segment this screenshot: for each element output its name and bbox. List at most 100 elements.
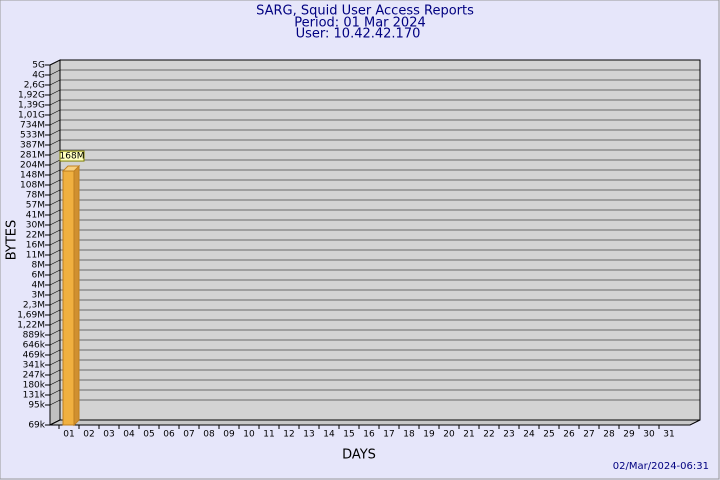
x-tick-label: 14 [323,430,335,440]
y-tick-label: 57M [26,201,45,211]
y-tick-label: 1,39G [18,101,45,111]
grid-line [49,369,61,376]
y-tick-label: 1,92G [18,91,45,101]
grid-line [49,229,61,236]
x-tick-label: 13 [303,430,314,440]
y-tick-label: 2,6G [24,81,45,91]
bar [62,170,75,426]
x-tick-label: 12 [283,430,294,440]
x-tick-label: 26 [563,430,575,440]
x-tick-label: 28 [603,430,615,440]
grid-line [49,99,61,106]
x-tick-label: 09 [223,430,235,440]
y-tick-label: 148M [20,171,45,181]
y-tick-label: 6M [32,271,46,281]
x-tick-label: 19 [423,430,435,440]
x-tick-label: 27 [583,430,594,440]
y-tick-label: 11M [26,251,45,261]
grid-line [49,219,61,226]
grid-line [49,309,61,316]
grid-line [49,269,61,276]
data-label-box [59,150,85,162]
x-tick-label: 05 [143,430,154,440]
grid-line [49,199,61,206]
y-tick-label: 734M [20,121,45,131]
bar-side [73,164,80,427]
y-tick-label: 204M [20,161,45,171]
grid-line [49,69,61,76]
y-tick-label: 95k [28,401,45,411]
y-tick-label: 2,3M [23,301,45,311]
y-tick-label: 533M [20,131,45,141]
y-tick-label: 180k [23,381,46,391]
x-tick-label: 25 [543,430,554,440]
y-tick-label: 30M [26,221,45,231]
chart-title: SARG, Squid User Access Reports [256,4,474,19]
grid-line [49,419,61,426]
x-tick-label: 02 [83,430,94,440]
grid-line [49,339,61,346]
grid-line [49,139,61,146]
x-tick-label: 31 [663,430,674,440]
y-tick-label: 16M [26,241,45,251]
y-axis-label: BYTES [5,220,20,261]
x-axis-label: DAYS [342,448,376,463]
y-tick-label: 5G [32,61,45,71]
grid-line [49,149,61,156]
x-tick-label: 22 [483,430,494,440]
x-tick-label: 03 [103,430,114,440]
y-tick-label: 1,69M [17,311,45,321]
y-tick-label: 22M [26,231,45,241]
grid-line [49,59,61,66]
y-tick-label: 41M [26,211,45,221]
grid-line [49,299,61,306]
y-tick-label: 69k [28,421,45,431]
x-tick-label: 11 [263,430,274,440]
grid-line [49,169,61,176]
x-tick-label: 04 [123,430,135,440]
y-tick-label: 3M [32,291,46,301]
grid-line [49,89,61,96]
x-tick-label: 18 [403,430,415,440]
chart-subtitle: User: 10.42.42.170 [296,27,421,42]
grid-line [49,179,61,186]
footer: 02/Mar/2024-06:31 [613,461,709,472]
chart-subtitle: Period: 01 Mar 2024 [294,16,425,31]
grid-line [49,189,61,196]
x-tick-label: 15 [343,430,354,440]
y-tick-label: 4G [32,71,45,81]
grid-line [49,209,61,216]
grid-line [49,289,61,296]
grid-line [49,129,61,136]
grid-line [49,79,61,86]
y-tick-label: 387M [20,141,45,151]
grid-line [49,159,61,166]
y-tick-label: 889k [23,331,46,341]
y-tick-label: 1,01G [18,111,45,121]
x-tick-label: 20 [443,430,455,440]
grid-line [49,379,61,386]
x-tick-label: 10 [243,430,255,440]
y-tick-label: 8M [32,261,46,271]
grid-line [49,389,61,396]
y-tick-label: 108M [20,181,45,191]
x-tick-label: 30 [643,430,655,440]
grid-line [49,109,61,116]
grid-line [49,349,61,356]
floor [49,419,701,426]
y-tick-label: 4M [32,281,46,291]
grid-line [49,259,61,266]
x-tick-label: 01 [63,430,74,440]
grid-line [49,279,61,286]
grid-line [49,119,61,126]
x-tick-label: 06 [163,430,175,440]
y-tick-label: 247k [23,371,46,381]
grid-line [49,239,61,246]
y-tick-label: 646k [23,341,46,351]
x-tick-label: 29 [623,430,635,440]
y-tick-label: 281M [20,151,45,161]
grid-line [49,319,61,326]
x-tick-label: 07 [183,430,194,440]
data-label: 168M [60,152,85,162]
